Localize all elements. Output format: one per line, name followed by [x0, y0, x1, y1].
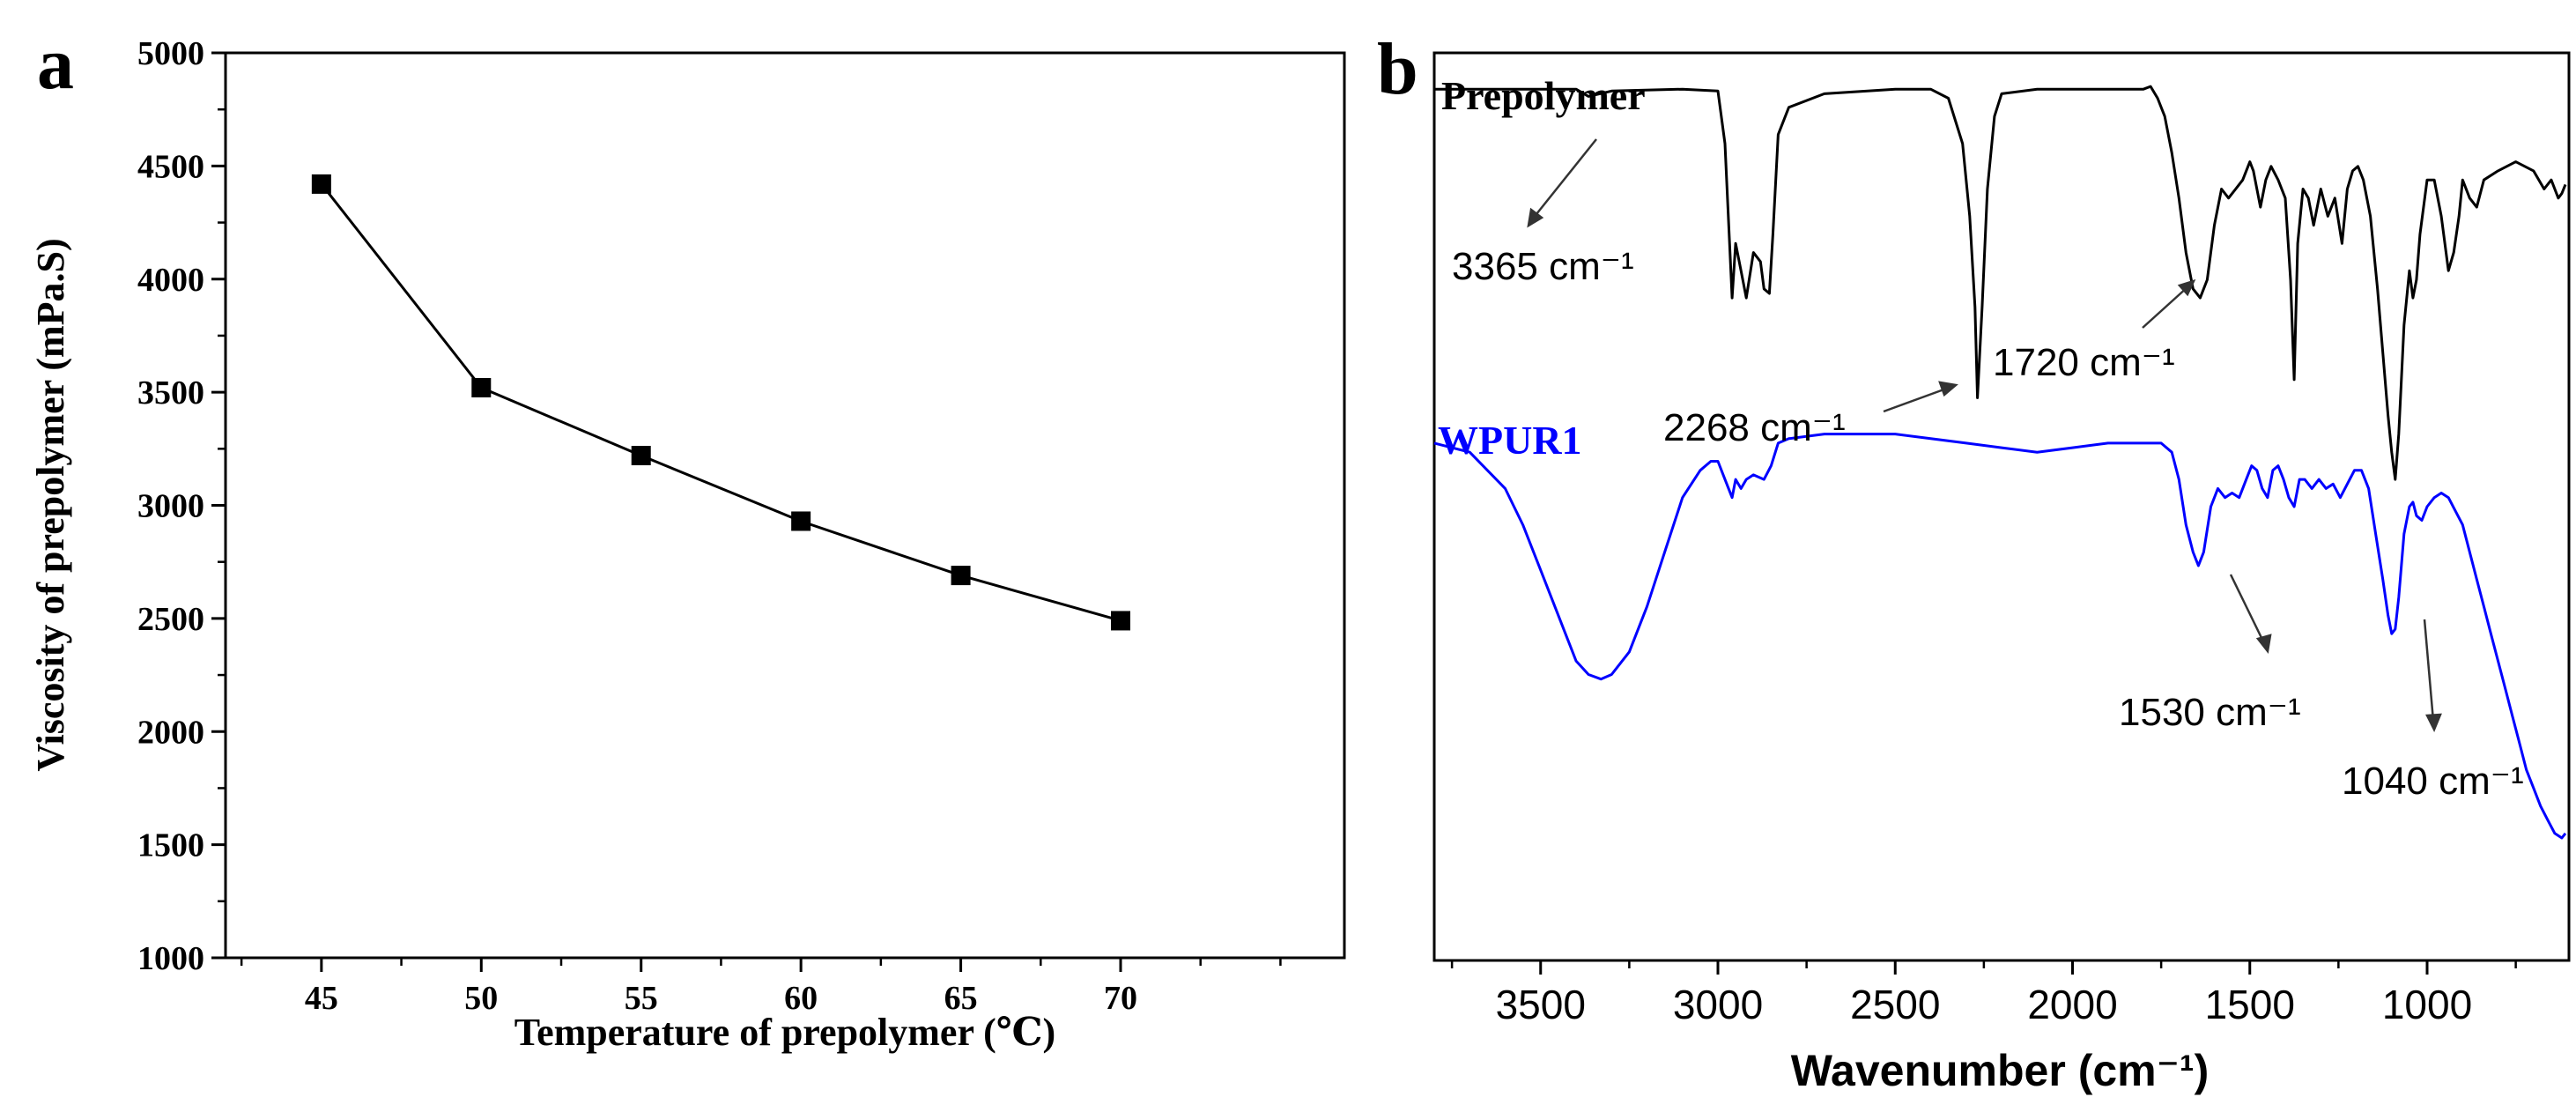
spectrum-prepolymer: [1434, 85, 2567, 481]
a-y-tick-label: 3000: [137, 488, 204, 525]
a-y-tick-label: 2000: [137, 714, 204, 751]
annotation-1530: 1530 cm⁻¹: [2119, 691, 2301, 734]
viscosity-point: [791, 511, 811, 531]
viscosity-point: [951, 566, 971, 586]
panel-b-series: [1433, 85, 2567, 840]
viscosity-point: [631, 446, 651, 466]
series-label-wpur1: WPUR1: [1438, 418, 1582, 463]
panel-a-x-axis-label: Temperature of prepolymer (℃): [514, 1011, 1055, 1054]
b-x-tick-label: 1500: [2205, 982, 2295, 1027]
panel-b-x-ticks: 3500 3000 2500 2000 1500 1000: [1450, 960, 2517, 1027]
panel-a-y-ticks: 1000 1500 2000 2500 3000 3500 4000 4500 5000: [137, 35, 226, 977]
annotation-1040: 1040 cm⁻¹: [2342, 760, 2524, 803]
arrow-3365-head: [1527, 207, 1544, 228]
panel-a-y-axis-label: Viscosity of prepolymer (mPa.S): [29, 238, 72, 771]
viscosity-point: [311, 174, 331, 194]
a-y-tick-label: 2500: [137, 601, 204, 638]
a-y-tick-label: 1000: [137, 940, 204, 977]
b-x-tick-label: 1000: [2382, 982, 2472, 1027]
panel-b-label: b: [1377, 28, 1418, 110]
panel-a: a 1000 1500 2000 2500 3000 3500 4000 4500 5000 4…: [29, 23, 1346, 1054]
a-x-tick-label: 65: [944, 980, 978, 1017]
panel-b-annotations: 3365 cm⁻¹ 2268 cm⁻¹ 1720 cm⁻¹ 1530 cm⁻¹ …: [1452, 138, 2524, 803]
arrow-1040-line: [2423, 619, 2435, 722]
arrow-2268-line: [1883, 386, 1950, 413]
panel-a-plot-frame: [224, 51, 1346, 960]
b-x-tick-label: 2500: [1850, 982, 1940, 1027]
arrow-1040-head: [2425, 713, 2442, 733]
b-x-tick-label: 3000: [1673, 982, 1763, 1027]
a-y-tick-label: 4500: [137, 148, 204, 185]
series-label-prepolymer: Prepolymer: [1441, 73, 1646, 118]
arrow-3365-line: [1532, 138, 1597, 219]
annotation-1720: 1720 cm⁻¹: [1993, 341, 2175, 384]
a-x-tick-label: 55: [625, 980, 658, 1017]
a-y-tick-label: 5000: [137, 35, 204, 72]
annotation-3365: 3365 cm⁻¹: [1452, 245, 1634, 288]
viscosity-point: [471, 377, 492, 397]
a-y-tick-label: 1500: [137, 827, 204, 864]
panel-a-series: [311, 174, 1130, 631]
a-x-tick-label: 60: [784, 980, 818, 1017]
panel-a-x-ticks: 45 50 55 60 65 70: [240, 958, 1282, 1017]
arrow-1720-line: [2142, 285, 2189, 329]
arrow-1530-line: [2229, 574, 2266, 644]
a-x-tick-label: 70: [1104, 980, 1137, 1017]
spectrum-wpur1: [1433, 433, 2567, 840]
panel-b: b 3500 3000 2500 2000 1500 1000 Prepolymer WP…: [1377, 28, 2571, 1095]
a-y-tick-label: 4000: [137, 262, 204, 299]
a-y-tick-label: 3500: [137, 374, 204, 411]
viscosity-line: [320, 182, 1121, 622]
b-x-tick-label: 3500: [1496, 982, 1586, 1027]
b-x-tick-label: 2000: [2027, 982, 2117, 1027]
panel-a-label: a: [37, 23, 74, 105]
panel-b-x-axis-label: Wavenumber (cm⁻¹): [1791, 1046, 2210, 1095]
a-x-tick-label: 50: [464, 980, 498, 1017]
a-x-tick-label: 45: [305, 980, 338, 1017]
annotation-2268: 2268 cm⁻¹: [1663, 406, 1846, 449]
arrow-1720-head: [2177, 278, 2196, 297]
panel-b-plot-frame: [1432, 51, 2571, 962]
viscosity-point: [1111, 611, 1130, 631]
arrow-2268-head: [1938, 381, 1958, 397]
arrow-1530-head: [2255, 634, 2272, 654]
